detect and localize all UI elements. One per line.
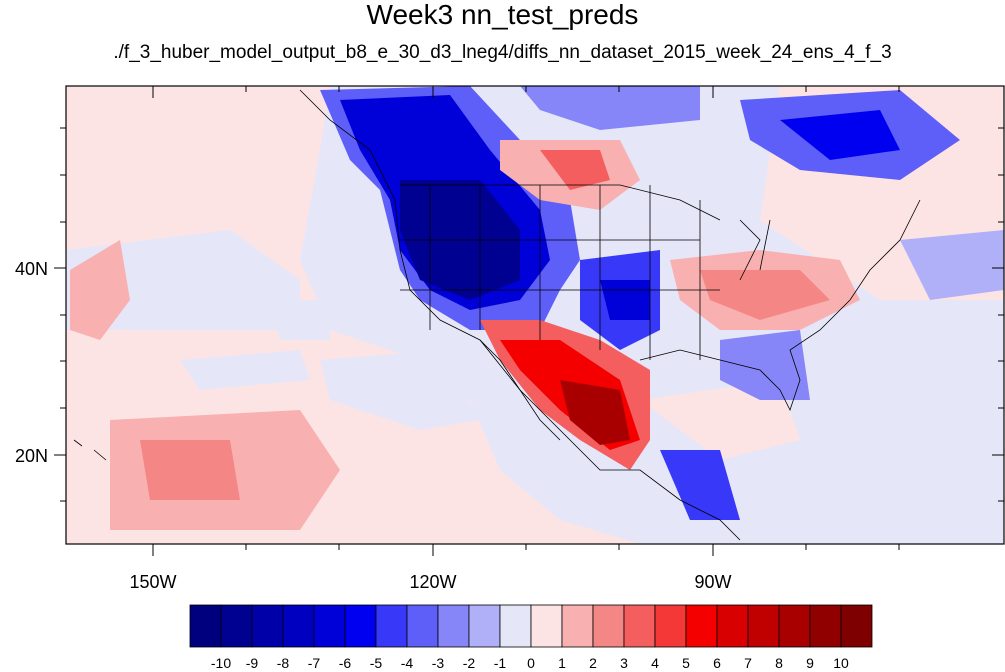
colorbar-label: 7 [744, 655, 752, 671]
colorbar-swatch [468, 604, 501, 648]
contour-field [66, 86, 1004, 544]
colorbar-swatch [406, 604, 439, 648]
lon-tick-label: 150W [129, 572, 176, 592]
colorbar-swatch [499, 604, 532, 648]
colorbar-swatch [716, 604, 749, 648]
lat-tick-label: 40N [15, 259, 48, 279]
coastlines [73, 89, 921, 541]
colorbar-swatch [654, 604, 687, 648]
lat-tick-label: 20N [15, 446, 48, 466]
colorbar-label: -3 [432, 655, 445, 671]
colorbar-label: 10 [833, 655, 849, 671]
colorbar-label: -10 [211, 655, 231, 671]
colorbar-label: 2 [589, 655, 597, 671]
colorbar-label: -5 [370, 655, 383, 671]
colorbar-label: 8 [775, 655, 783, 671]
colorbar-swatch [561, 604, 594, 648]
colorbar-swatch [437, 604, 470, 648]
colorbar-label: 1 [558, 655, 566, 671]
colorbar-swatch [840, 604, 873, 648]
colorbar-swatch [344, 604, 377, 648]
colorbar-swatch [623, 604, 656, 648]
colorbar-label: 6 [713, 655, 721, 671]
colorbar-swatch [530, 604, 563, 648]
colorbar-label: -9 [246, 655, 259, 671]
colorbar-label: -8 [277, 655, 290, 671]
colorbar-label: -6 [339, 655, 352, 671]
colorbar-swatch [282, 604, 315, 648]
colorbar-label: -4 [401, 655, 414, 671]
colorbar-swatch [189, 604, 222, 648]
colorbar-label: -1 [494, 655, 507, 671]
colorbar-swatch [375, 604, 408, 648]
colorbar-swatch [747, 604, 780, 648]
colorbar-label: 9 [806, 655, 814, 671]
colorbar: -10 -9 -8 -7 -6 -5 -4 -3 -2 -1 0 1 2 3 4 5 6 7 8 9 10 [189, 604, 873, 671]
map-title: Week3 nn_test_preds [366, 0, 639, 30]
colorbar-label: -7 [308, 655, 321, 671]
colorbar-label: 4 [651, 655, 659, 671]
colorbar-label: 3 [620, 655, 628, 671]
colorbar-swatch [592, 604, 625, 648]
lon-tick-label: 90W [694, 572, 731, 592]
colorbar-label: 0 [527, 655, 535, 671]
colorbar-label: -2 [463, 655, 476, 671]
lon-tick-label: 120W [409, 572, 456, 592]
colorbar-swatch [685, 604, 718, 648]
colorbar-swatch [778, 604, 811, 648]
colorbar-swatch [220, 604, 253, 648]
axis-ticks [54, 86, 1004, 556]
colorbar-swatch [809, 604, 842, 648]
colorbar-swatch [251, 604, 284, 648]
colorbar-label: 5 [682, 655, 690, 671]
colorbar-swatch [313, 604, 346, 648]
map-subtitle: ./f_3_huber_model_output_b8_e_30_d3_lneg… [113, 42, 892, 63]
